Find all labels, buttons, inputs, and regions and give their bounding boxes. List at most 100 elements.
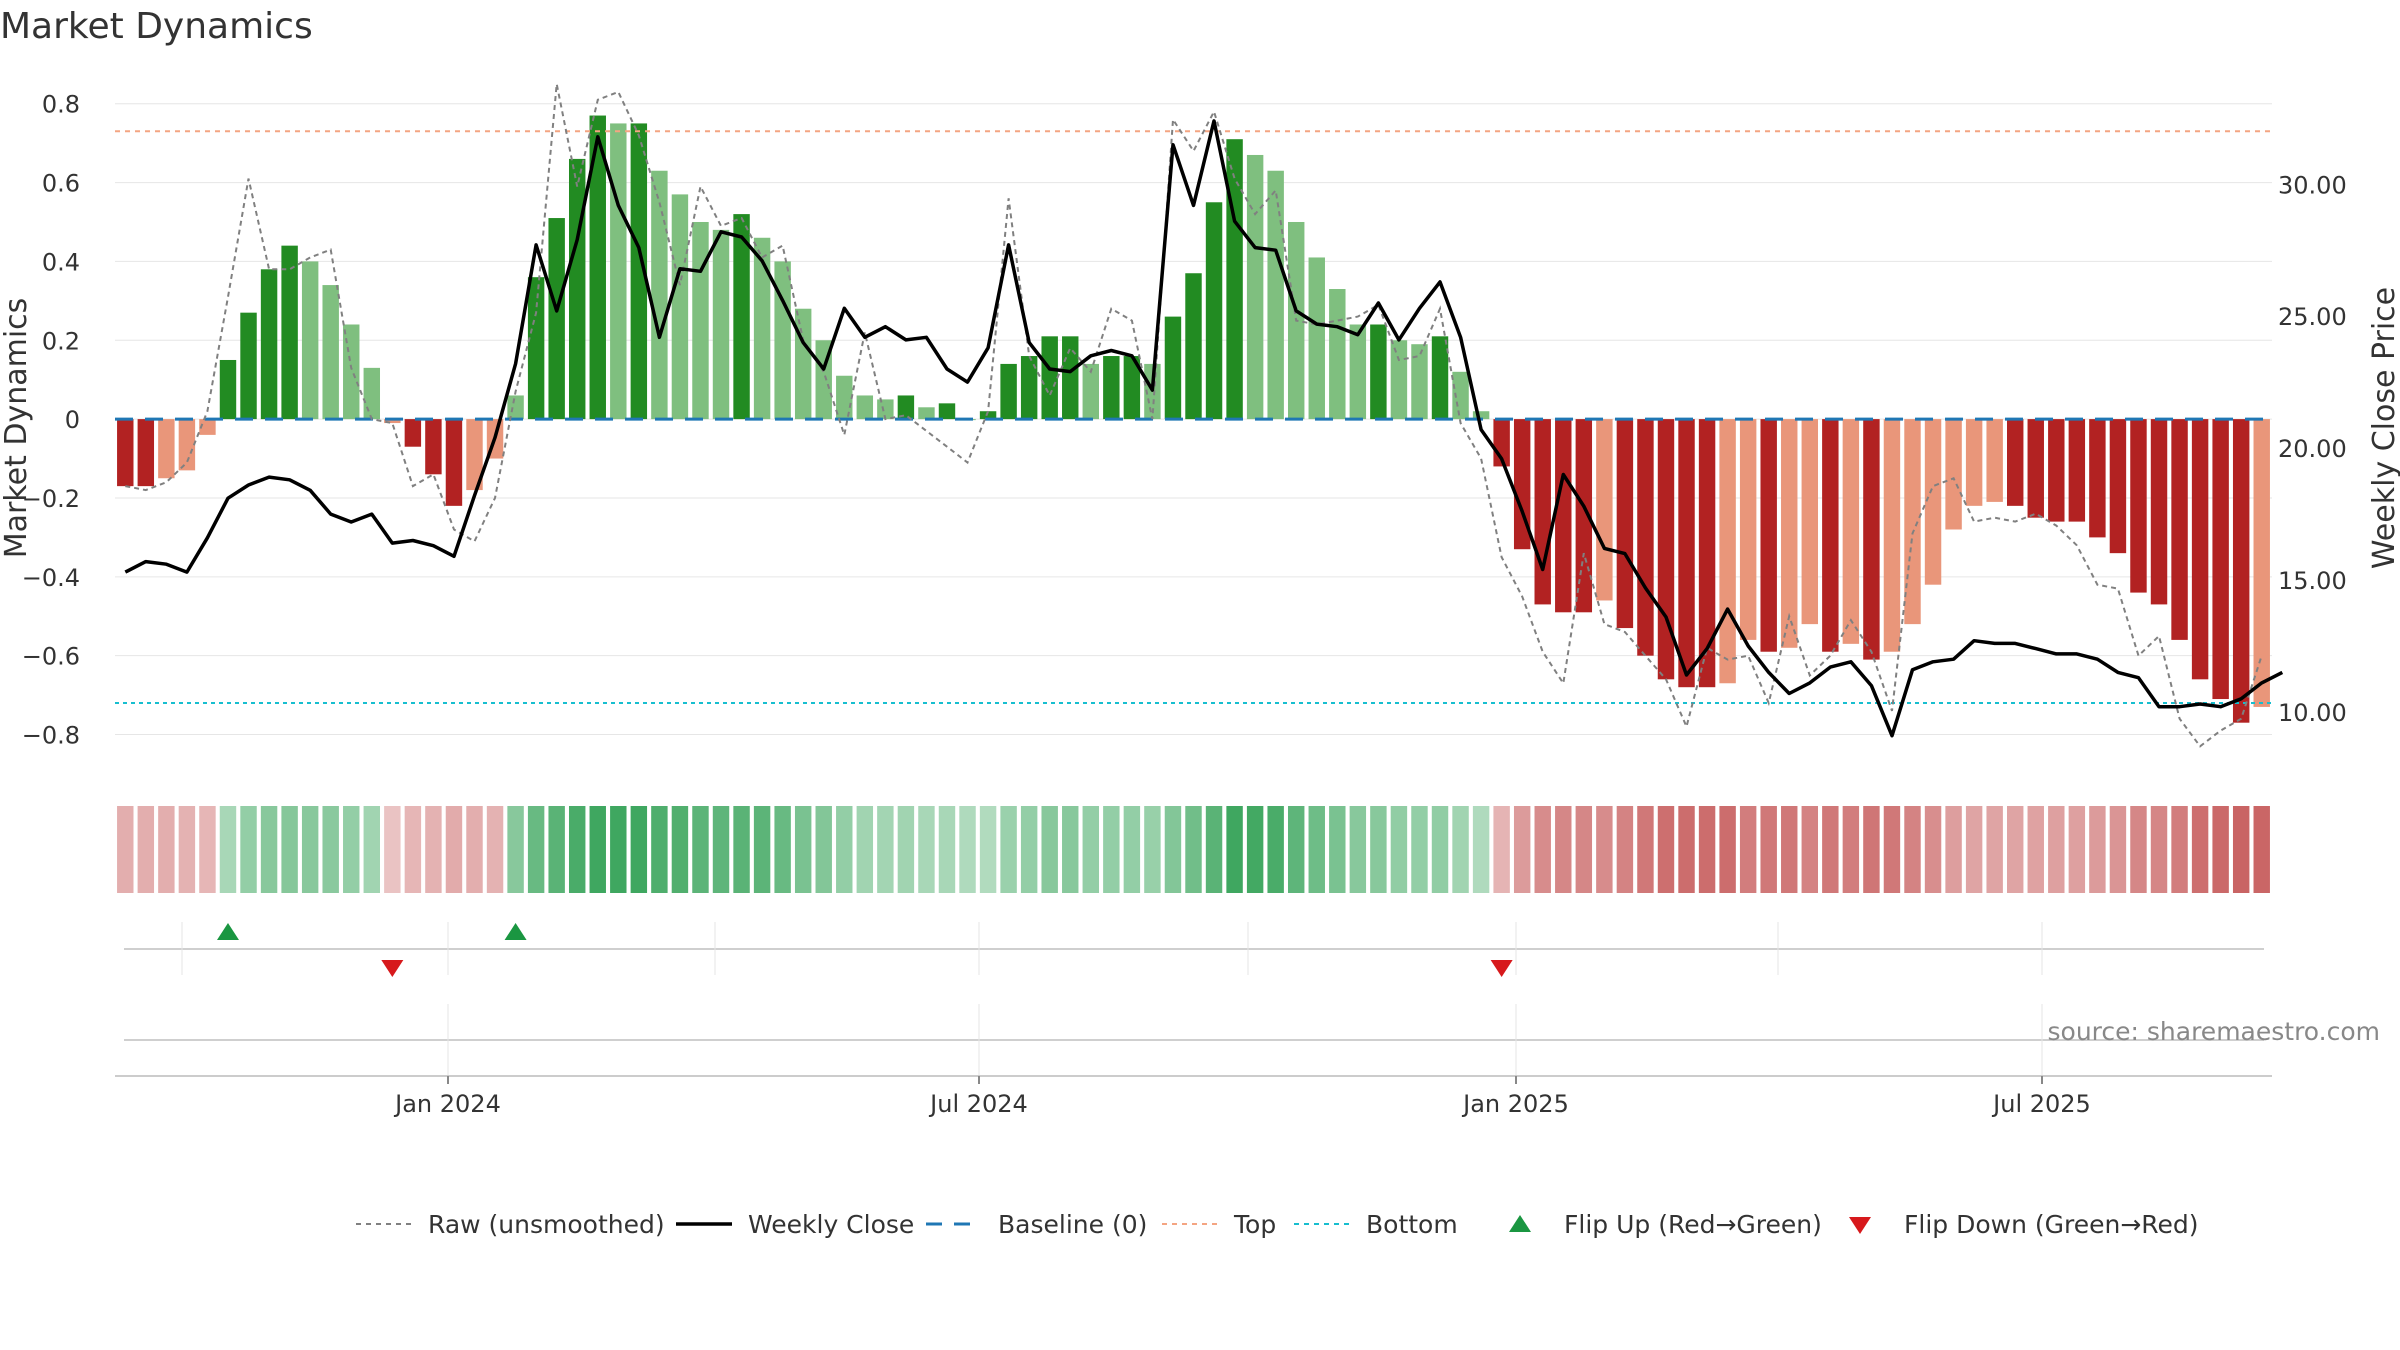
dynamics-bar	[1965, 419, 1983, 506]
dynamics-bar	[1472, 411, 1490, 420]
strip-cell	[1452, 806, 1469, 893]
strip-cell	[1945, 806, 1962, 893]
strip-cell	[1082, 806, 1100, 893]
dynamics-bar	[651, 170, 668, 420]
strip-cell	[1657, 806, 1675, 893]
source-text: source: sharemaestro.com	[2048, 1017, 2381, 1046]
dynamics-bar	[1246, 154, 1264, 420]
dynamics-bar	[733, 214, 750, 420]
strip-cell	[2253, 806, 2270, 893]
dynamics-bar	[1123, 356, 1141, 420]
dynamics-bar	[1739, 419, 1757, 640]
dynamics-bar	[1575, 419, 1593, 613]
dynamics-bar	[1657, 419, 1675, 680]
legend-item: Weekly Close	[676, 1210, 914, 1239]
dynamics-bar	[918, 407, 935, 420]
dynamics-bar	[322, 285, 339, 420]
dynamics-bar	[1411, 344, 1428, 420]
y-axis-left: 0.8 0.6 0.4 0.2 0 −0.2 −0.4 −0.6 −0.8	[22, 91, 80, 750]
dynamics-bar	[774, 261, 791, 420]
strip-cell	[2232, 806, 2250, 893]
y-tick-label: −0.6	[22, 643, 80, 671]
strip-cell	[1493, 806, 1510, 893]
dynamics-bar	[1883, 419, 1901, 652]
dynamics-bar	[1431, 336, 1449, 420]
strip-cell	[363, 806, 381, 893]
strip-cell	[630, 806, 648, 893]
y-axis-right: 30.00 25.00 20.00 15.00 10.00	[2278, 171, 2347, 727]
strip-cell	[589, 806, 606, 893]
strip-cell	[1842, 806, 1860, 893]
strip-cell	[753, 806, 771, 893]
dynamics-bar	[671, 194, 689, 420]
dynamics-bar	[589, 115, 606, 420]
dynamics-bar	[1226, 139, 1243, 420]
strip-cell	[1719, 806, 1736, 893]
strip-cell	[1678, 806, 1695, 893]
strip-cell	[1596, 806, 1613, 893]
dynamics-bar	[1267, 170, 1284, 420]
dynamics-bar	[1781, 419, 1798, 648]
strip-cell	[959, 806, 976, 893]
y2-tick-label: 20.00	[2278, 435, 2347, 463]
legend-label: Bottom	[1366, 1210, 1458, 1239]
legend-item: Baseline (0)	[926, 1210, 1147, 1239]
strip-cell	[712, 806, 730, 893]
dynamics-bar	[117, 419, 134, 487]
strip-cell	[692, 806, 709, 893]
dynamics-bar	[1842, 419, 1860, 644]
strip-cell	[610, 806, 627, 893]
y-axis-label: Market Dynamics	[0, 298, 34, 559]
strip-cell	[1739, 806, 1757, 893]
dynamics-bar	[1164, 316, 1182, 420]
dynamics-bar	[158, 419, 175, 479]
strip-cell	[836, 806, 853, 893]
strip-cell	[938, 806, 956, 893]
dynamics-bar	[425, 419, 442, 475]
strip-cell	[1575, 806, 1593, 893]
legend-label: Raw (unsmoothed)	[428, 1210, 665, 1239]
dynamics-bar	[2006, 419, 2024, 506]
dynamics-bar	[219, 359, 237, 420]
strip-cell	[918, 806, 935, 893]
dynamics-bar	[1616, 419, 1634, 629]
dynamics-bar	[1390, 340, 1408, 420]
dynamics-bar	[1986, 419, 2003, 502]
strip-cell	[527, 806, 545, 893]
strip-cell	[2089, 806, 2106, 893]
strip-cell	[260, 806, 278, 893]
x-tick-label: Jan 2025	[1461, 1090, 1569, 1118]
y2-tick-label: 15.00	[2278, 567, 2347, 595]
dynamics-bar	[445, 419, 463, 506]
strip-cell	[2130, 806, 2147, 893]
strip-cell	[1904, 806, 1921, 893]
y2-tick-label: 30.00	[2278, 171, 2347, 199]
x-tick-label: Jan 2024	[393, 1090, 501, 1118]
dynamics-bar	[610, 123, 627, 420]
strip-cell	[1349, 806, 1367, 893]
dynamics-bar	[2027, 419, 2044, 518]
strip-cell	[1534, 806, 1551, 893]
x-tick-label: Jul 2025	[1991, 1090, 2091, 1118]
dynamics-bar	[836, 375, 853, 420]
strip-cell	[219, 806, 237, 893]
y-tick-label: 0.8	[42, 91, 80, 119]
dynamics-bar	[2171, 419, 2188, 640]
dynamics-bar	[1863, 419, 1880, 660]
chart-title: Market Dynamics	[0, 6, 313, 47]
dynamics-bar	[753, 237, 771, 420]
strip-cell	[281, 806, 298, 893]
dynamics-bar	[712, 229, 730, 420]
strip-cell	[1164, 806, 1182, 893]
y-tick-label: −0.2	[22, 485, 80, 513]
strip-cell	[1000, 806, 1017, 893]
dynamics-bar	[1000, 363, 1017, 420]
flip-up-marker	[504, 923, 527, 940]
line-layer	[115, 83, 2284, 748]
dynamics-bar	[2191, 419, 2209, 680]
dynamics-bar	[1904, 419, 1921, 625]
strip-cell	[1637, 806, 1654, 893]
legend-label: Baseline (0)	[998, 1210, 1147, 1239]
dynamics-bar	[1205, 202, 1223, 420]
dynamics-bar	[240, 312, 257, 420]
